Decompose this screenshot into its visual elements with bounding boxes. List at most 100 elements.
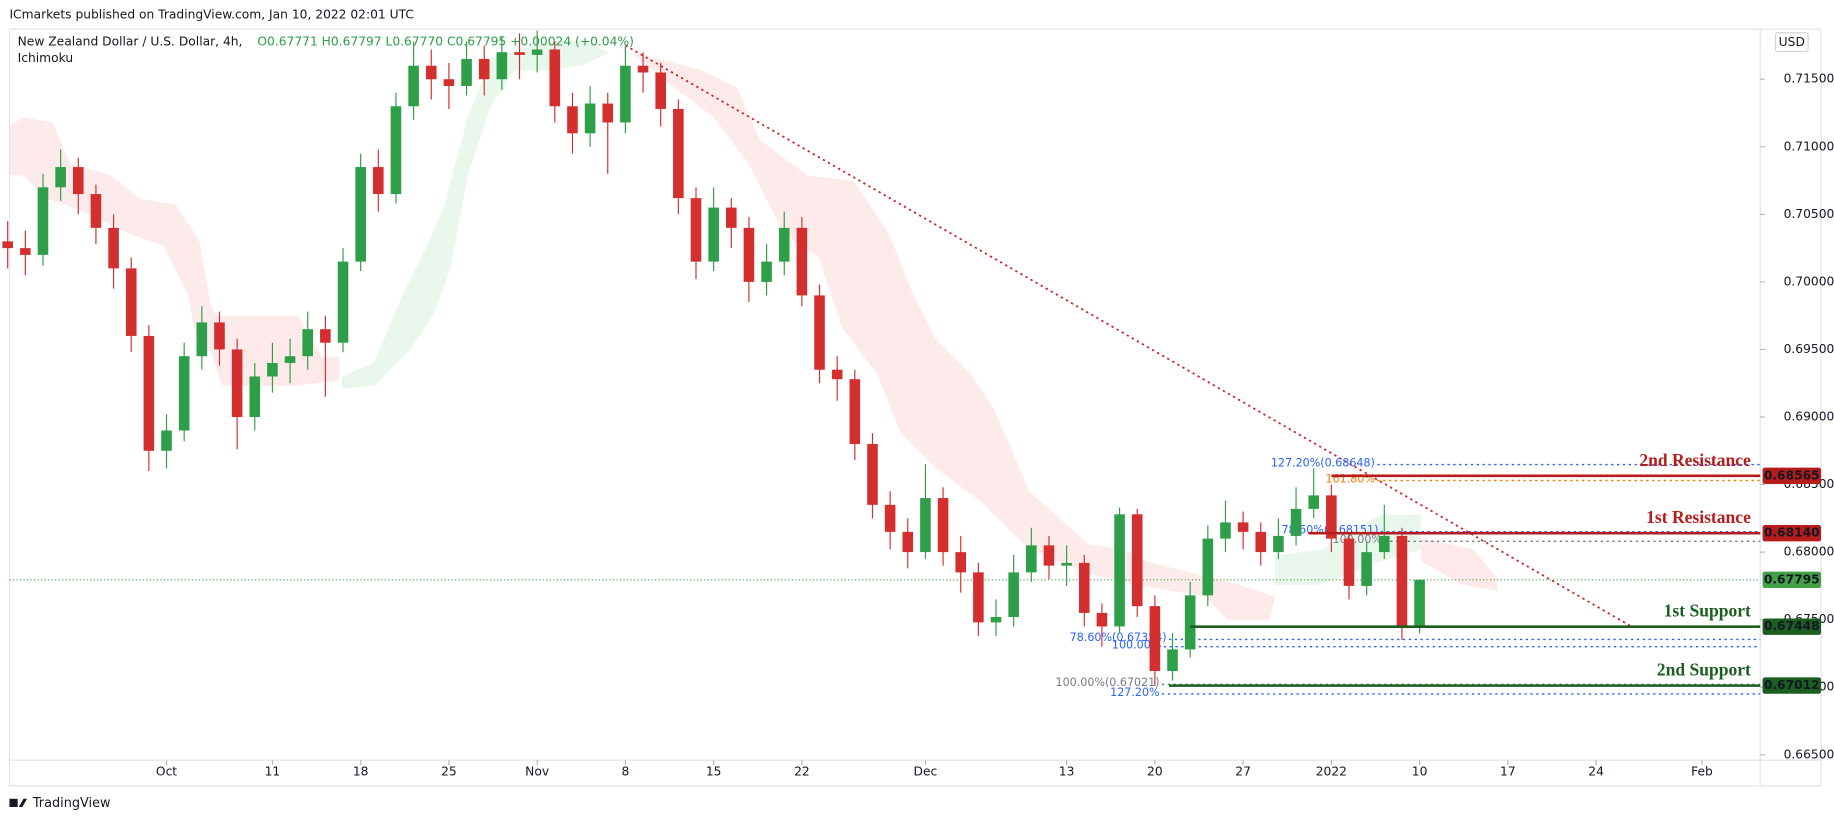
x-tick-label: Nov [525,764,549,778]
currency-box[interactable] [1774,32,1809,53]
level-price-box [1762,467,1822,484]
ohlc-readout: O0.67771 H0.67797 L0.67770 C0.67795 +0.0… [257,35,633,49]
brand-name: TradingView [32,796,111,811]
level-price-label: 0.67012 [1764,678,1820,692]
candle-body [549,49,561,107]
fib-label: 127.20%(0.68648) [1271,456,1375,469]
candle-body [267,362,278,377]
candle-body [390,106,402,195]
brand-logo [9,798,18,807]
candle-body [602,103,614,123]
x-tick-label: 2022 [1316,764,1347,778]
candle-body [1131,514,1143,607]
candle-body [761,261,772,282]
indicator-name: Ichimoku [18,51,74,65]
candle-body [708,207,719,262]
level-price-label: 0.67448 [1764,619,1820,633]
candle-body [831,369,843,380]
candle-body [1308,495,1319,509]
candle-body [337,261,349,343]
chart-frame [8,28,1822,787]
publisher-note: ICmarkets published on TradingView.com, … [9,8,414,22]
candle-body [37,187,49,255]
fib-label: 127.20% [1110,686,1159,699]
candle-body [567,106,578,134]
x-tick-label: 22 [794,764,810,778]
candle-body [161,430,172,451]
y-tick-label: 0.69500 [1784,342,1834,356]
candle-body [408,65,419,107]
x-tick-label: Oct [156,764,177,778]
candle-body [249,376,261,418]
candle-body [373,167,384,195]
fib-label: 100.00% [1112,639,1161,652]
candle-body [1008,572,1019,617]
candle-body [1379,535,1390,553]
candle-body [496,52,508,80]
candle-body [1326,495,1337,539]
fib-label: 161.80% [1325,472,1374,485]
brand: TradingView [9,796,111,811]
x-tick-label: 20 [1147,764,1163,778]
candle-body [178,356,190,431]
candle-body [690,198,702,262]
candle-body [531,49,543,55]
candle-body [108,227,119,269]
y-tick-label: 0.70500 [1784,207,1834,221]
symbol-title: New Zealand Dollar / U.S. Dollar, 4h, [18,35,243,49]
candle-body [1361,552,1372,586]
candle-body [725,207,737,228]
candle-body [478,58,490,80]
candle-body [231,349,243,418]
candle-body [902,531,914,553]
level-name: 2nd Support [1657,660,1751,680]
y-tick-label: 0.68000 [1784,545,1834,559]
candle-body [443,79,455,86]
x-tick-label: 25 [441,764,457,778]
brand-logo [18,798,27,807]
candle-body [796,227,808,296]
x-tick-label: 13 [1059,764,1075,778]
candle-body [284,356,296,363]
cloud-bullish [341,40,609,389]
candle-body [955,552,967,573]
y-tick-label: 0.71500 [1784,72,1834,86]
candle-body [461,58,472,86]
level-price-box [1762,618,1822,635]
candle-body [620,65,631,123]
x-tick-label: Dec [914,764,938,778]
candle-body [1414,579,1425,627]
candle-body [1078,562,1090,613]
candle-body [514,52,525,55]
candle-body [355,167,366,262]
candle-body [196,322,208,357]
candle-body [584,103,596,134]
candle-body [2,241,13,249]
y-tick-label: 0.70000 [1784,274,1834,288]
candle-body [320,329,331,343]
level-name: 1st Resistance [1646,507,1751,527]
candle-body [1026,545,1037,573]
x-tick-label: 17 [1500,764,1516,778]
level-name: 2nd Resistance [1639,450,1751,470]
candle-body [1184,595,1196,650]
candle-body [214,322,225,350]
x-tick-label: 27 [1235,764,1251,778]
x-tick-label: 10 [1412,764,1428,778]
last-price-box [1762,571,1822,588]
x-tick-label: 15 [706,764,722,778]
candle-body [884,504,896,532]
candle-body [1237,522,1249,532]
level-name: 1st Support [1664,601,1751,621]
y-tick-label: 0.69000 [1784,410,1834,424]
candle-body [1061,562,1072,566]
candle-body [1202,538,1214,596]
fib-label: 100.00% [1333,533,1382,546]
x-tick-label: 11 [265,764,281,778]
x-tick-label: 18 [353,764,369,778]
candle-body [1096,612,1108,627]
candle-body [425,65,437,80]
currency-label[interactable]: USD [1779,35,1805,49]
x-tick-label: 24 [1588,764,1604,778]
candle-body [1290,508,1302,536]
